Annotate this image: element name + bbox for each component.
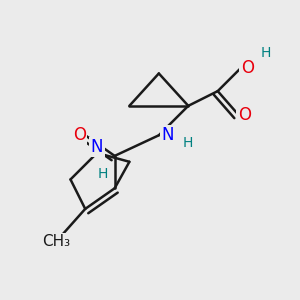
Text: H: H [98,167,108,181]
Text: O: O [241,58,254,76]
Text: H: H [183,136,194,150]
Text: H: H [261,46,272,60]
Text: N: N [91,138,103,156]
Text: CH₃: CH₃ [42,234,70,249]
Text: O: O [73,126,86,144]
Text: N: N [161,126,174,144]
Text: O: O [238,106,251,124]
